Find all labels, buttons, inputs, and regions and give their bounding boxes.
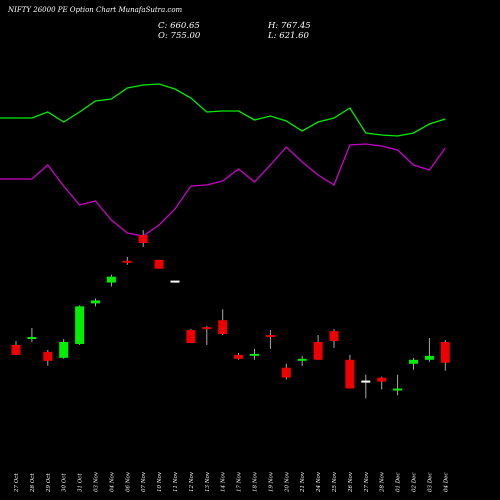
x-tick-label: 30 Oct	[62, 473, 68, 492]
x-tick-label: 27 Nov	[364, 471, 370, 493]
candle-body	[345, 359, 355, 389]
candle-body	[43, 351, 53, 361]
candle-body	[377, 377, 387, 382]
candle-body	[154, 259, 164, 269]
candle-body	[250, 353, 259, 356]
x-tick-label: 26 Nov	[348, 471, 354, 493]
candle-body	[329, 331, 339, 341]
x-tick-label: 07 Nov	[141, 471, 147, 492]
candle-body	[409, 359, 418, 364]
candle-body	[265, 335, 275, 338]
chart-title: NIFTY 26000 PE Option Chart MunafaSutra.…	[8, 6, 183, 14]
x-tick-label: 02 Dec	[412, 473, 418, 493]
candle-body	[440, 341, 450, 363]
candle-body	[202, 327, 212, 330]
x-tick-label: 25 Nov	[332, 471, 338, 493]
x-tick-label: 18 Nov	[253, 471, 259, 492]
candle-body	[281, 367, 291, 378]
candle-body	[11, 344, 21, 355]
x-tick-label: 04 Dec	[443, 473, 449, 493]
x-tick-label: 24 Nov	[316, 471, 322, 493]
candle-body	[424, 355, 434, 360]
x-tick-label: 28 Nov	[380, 471, 386, 493]
x-tick-label: 31 Oct	[78, 473, 84, 492]
x-tick-label: 03 Dec	[427, 473, 433, 493]
candle-body	[313, 341, 323, 360]
x-tick-label: 13 Nov	[205, 471, 211, 492]
candle-body	[138, 235, 148, 243]
candle-body	[91, 300, 100, 304]
candle-body	[75, 306, 85, 344]
x-tick-label: 01 Dec	[396, 473, 402, 493]
candle-body	[59, 341, 69, 358]
indicator-line-2	[0, 143, 446, 237]
candle-body	[106, 276, 116, 283]
x-tick-label: 21 Nov	[300, 471, 306, 493]
close-value: C: 660.65	[158, 21, 200, 31]
x-tick-label: 27 Oct	[14, 473, 20, 493]
x-tick-label: 28 Oct	[30, 473, 36, 493]
candle-body	[27, 337, 37, 340]
x-tick-label: 11 Nov	[173, 471, 179, 492]
candle-body	[393, 388, 403, 391]
candle-body	[170, 280, 180, 283]
low-value: L: 621.60	[268, 31, 309, 41]
x-tick-label: 03 Nov	[94, 471, 100, 492]
candle-body	[361, 380, 371, 383]
x-tick-label: 10 Nov	[157, 471, 163, 492]
candle-body	[122, 260, 132, 263]
x-tick-label: 14 Nov	[221, 471, 227, 492]
indicator-line-1	[0, 83, 446, 137]
candle-body	[234, 354, 244, 359]
x-tick-label: 29 Oct	[46, 473, 52, 493]
candle-body	[297, 358, 307, 361]
candle-body	[218, 320, 228, 335]
open-value: O: 755.00	[158, 31, 201, 41]
x-tick-label: 17 Nov	[237, 471, 243, 492]
candle-body	[186, 330, 196, 343]
x-tick-label: 04 Nov	[109, 471, 115, 492]
x-tick-label: 06 Nov	[125, 471, 131, 492]
high-value: H: 767.45	[268, 21, 311, 31]
x-tick-label: 19 Nov	[268, 471, 274, 492]
x-tick-label: 20 Nov	[284, 471, 290, 493]
x-tick-label: 12 Nov	[189, 471, 195, 492]
